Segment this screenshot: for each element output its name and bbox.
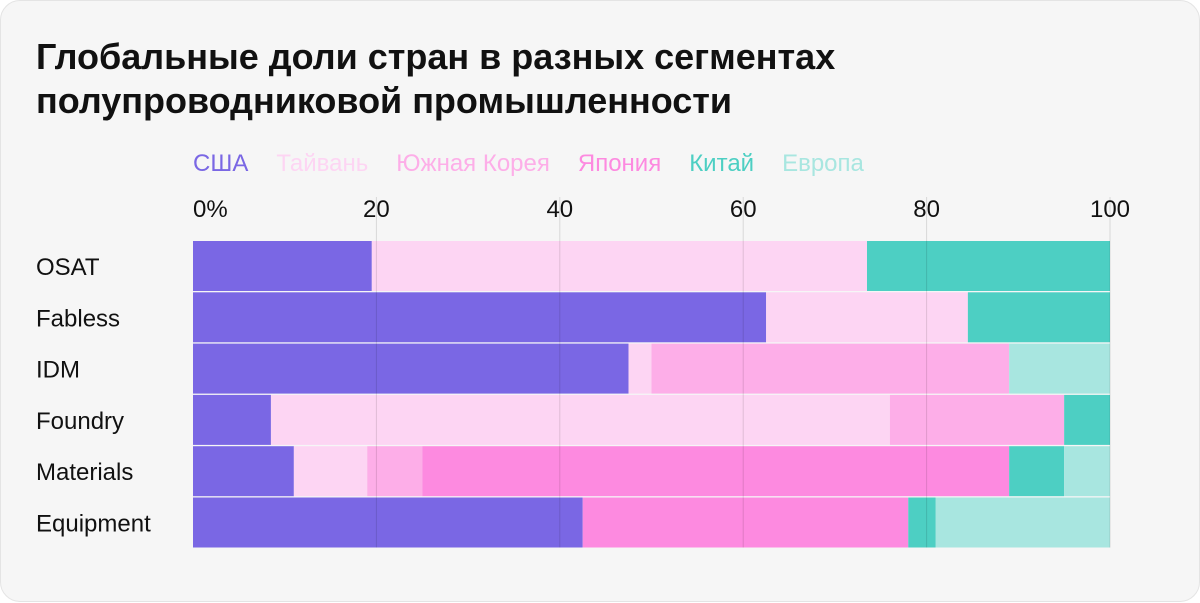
chart-title: Глобальные доли стран в разных сегментах… [36,35,936,123]
chart-legend: США Тайвань Южная Корея Япония Китай Европа [193,149,864,179]
bar-foundry-series-0 [193,394,271,445]
legend-item-4: Китай [689,150,755,177]
x-tick-label: 60 [730,196,757,223]
bar-materials-series-0 [193,446,294,497]
bar-materials-series-5 [1064,446,1110,497]
x-tick-label: 80 [913,196,940,223]
x-tick-label: 20 [363,196,390,223]
bar-idm-series-0 [193,343,629,394]
bar-osat-series-0 [193,241,372,291]
category-label: Materials [36,459,133,486]
bar-materials-series-3 [422,446,1010,497]
category-label: Foundry [36,408,124,435]
legend-item-5: Европа [782,150,864,177]
bar-foundry-series-4 [1064,394,1110,445]
chart-title-line-2: полупроводниковой промышленности [36,80,733,121]
legend-item-3: Япония [577,150,662,177]
bar-fabless-series-1 [766,292,968,343]
x-tick-label: 40 [546,196,573,223]
legend-item-2: Южная Корея [396,150,550,177]
bar-foundry-series-2 [889,394,1065,445]
bar-idm-series-5 [1009,343,1110,394]
bar-materials-series-4 [1009,446,1065,497]
bars-group [193,241,1110,548]
bar-equipment-series-5 [935,497,1110,548]
bar-materials-series-1 [293,446,368,497]
x-tick-label: 0% [193,196,228,223]
bar-osat-series-1 [371,241,867,291]
bar-equipment-series-0 [193,497,583,548]
chart-title-line-1: Глобальные доли стран в разных сегментах [36,36,836,77]
bar-foundry-series-1 [270,394,890,445]
legend-item-0: США [193,150,249,177]
bar-materials-series-2 [367,446,423,497]
x-tick-label: 100 [1090,196,1130,223]
bar-osat-series-4 [866,241,1110,291]
category-label: Fabless [36,305,120,332]
bar-equipment-series-4 [908,497,936,548]
bar-fabless-series-0 [193,292,767,343]
bar-idm-series-1 [628,343,652,394]
category-label: Equipment [36,511,151,538]
bar-fabless-series-4 [967,292,1110,343]
bar-idm-series-2 [651,343,1010,394]
category-label: OSAT [36,254,100,281]
bar-equipment-series-3 [582,497,909,548]
category-label: IDM [36,357,80,384]
legend-item-1: Тайвань [276,150,369,177]
